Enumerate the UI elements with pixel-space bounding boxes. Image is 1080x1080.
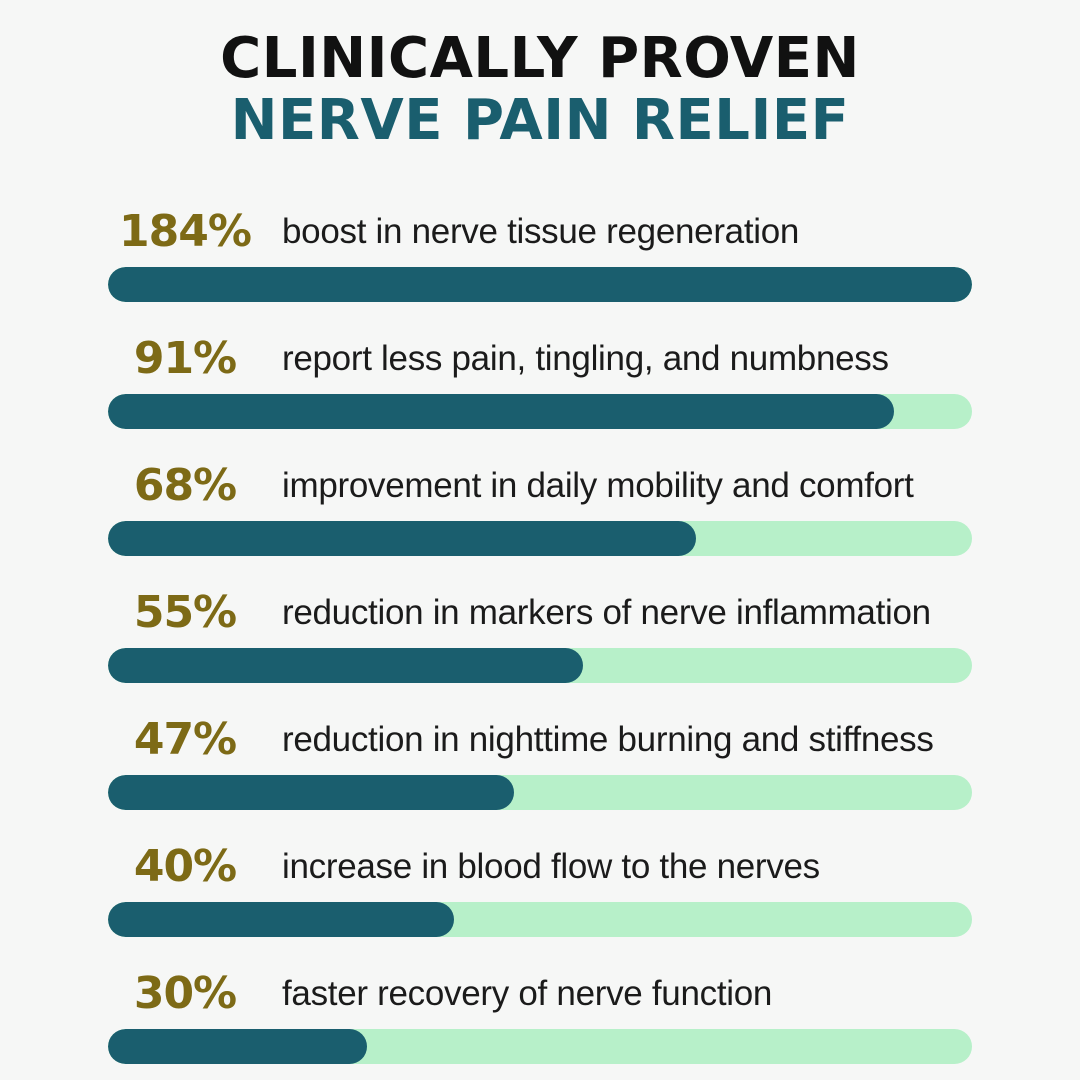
stat-row: 184% boost in nerve tissue regeneration bbox=[0, 201, 1080, 302]
bar-fill bbox=[108, 521, 696, 556]
stat-row: 68% improvement in daily mobility and com… bbox=[0, 455, 1080, 556]
bar-fill bbox=[108, 267, 972, 302]
stat-value: 30% bbox=[133, 968, 237, 1019]
stat-row: 55% reduction in markers of nerve inflamm… bbox=[0, 582, 1080, 683]
stat-value: 68% bbox=[133, 460, 237, 511]
bar-track bbox=[108, 902, 972, 937]
title-line-2: NERVE PAIN RELIEF bbox=[230, 88, 850, 153]
bar-fill bbox=[108, 775, 514, 810]
stat-value: 184% bbox=[119, 206, 252, 257]
bar-fill bbox=[108, 648, 583, 683]
stat-value: 40% bbox=[133, 841, 237, 892]
stat-label: boost in nerve tissue regeneration bbox=[282, 212, 800, 251]
stat-label: reduction in nighttime burning and stiff… bbox=[282, 720, 934, 759]
title-line-1: CLINICALLY PROVEN bbox=[220, 26, 860, 91]
bar-fill bbox=[108, 902, 454, 937]
bar-track bbox=[108, 521, 972, 556]
stat-value: 91% bbox=[133, 333, 237, 384]
stat-label: increase in blood flow to the nerves bbox=[282, 847, 820, 886]
stat-row: 40% increase in blood flow to the nerves bbox=[0, 836, 1080, 937]
stat-label: report less pain, tingling, and numbness bbox=[282, 339, 889, 378]
stat-value: 47% bbox=[133, 714, 237, 765]
stat-label: reduction in markers of nerve inflammati… bbox=[282, 593, 931, 632]
bar-track bbox=[108, 1029, 972, 1064]
stat-value: 55% bbox=[133, 587, 237, 638]
stat-label: faster recovery of nerve function bbox=[282, 974, 773, 1013]
bar-track bbox=[108, 267, 972, 302]
stat-label: improvement in daily mobility and comfor… bbox=[282, 466, 914, 505]
bar-fill bbox=[108, 1029, 367, 1064]
bar-track bbox=[108, 394, 972, 429]
stat-row: 91% report less pain, tingling, and numbn… bbox=[0, 328, 1080, 429]
stat-row: 47% reduction in nighttime burning and st… bbox=[0, 709, 1080, 810]
stat-row: 30% faster recovery of nerve function bbox=[0, 963, 1080, 1064]
bar-track bbox=[108, 648, 972, 683]
bar-track bbox=[108, 775, 972, 810]
bar-fill bbox=[108, 394, 894, 429]
